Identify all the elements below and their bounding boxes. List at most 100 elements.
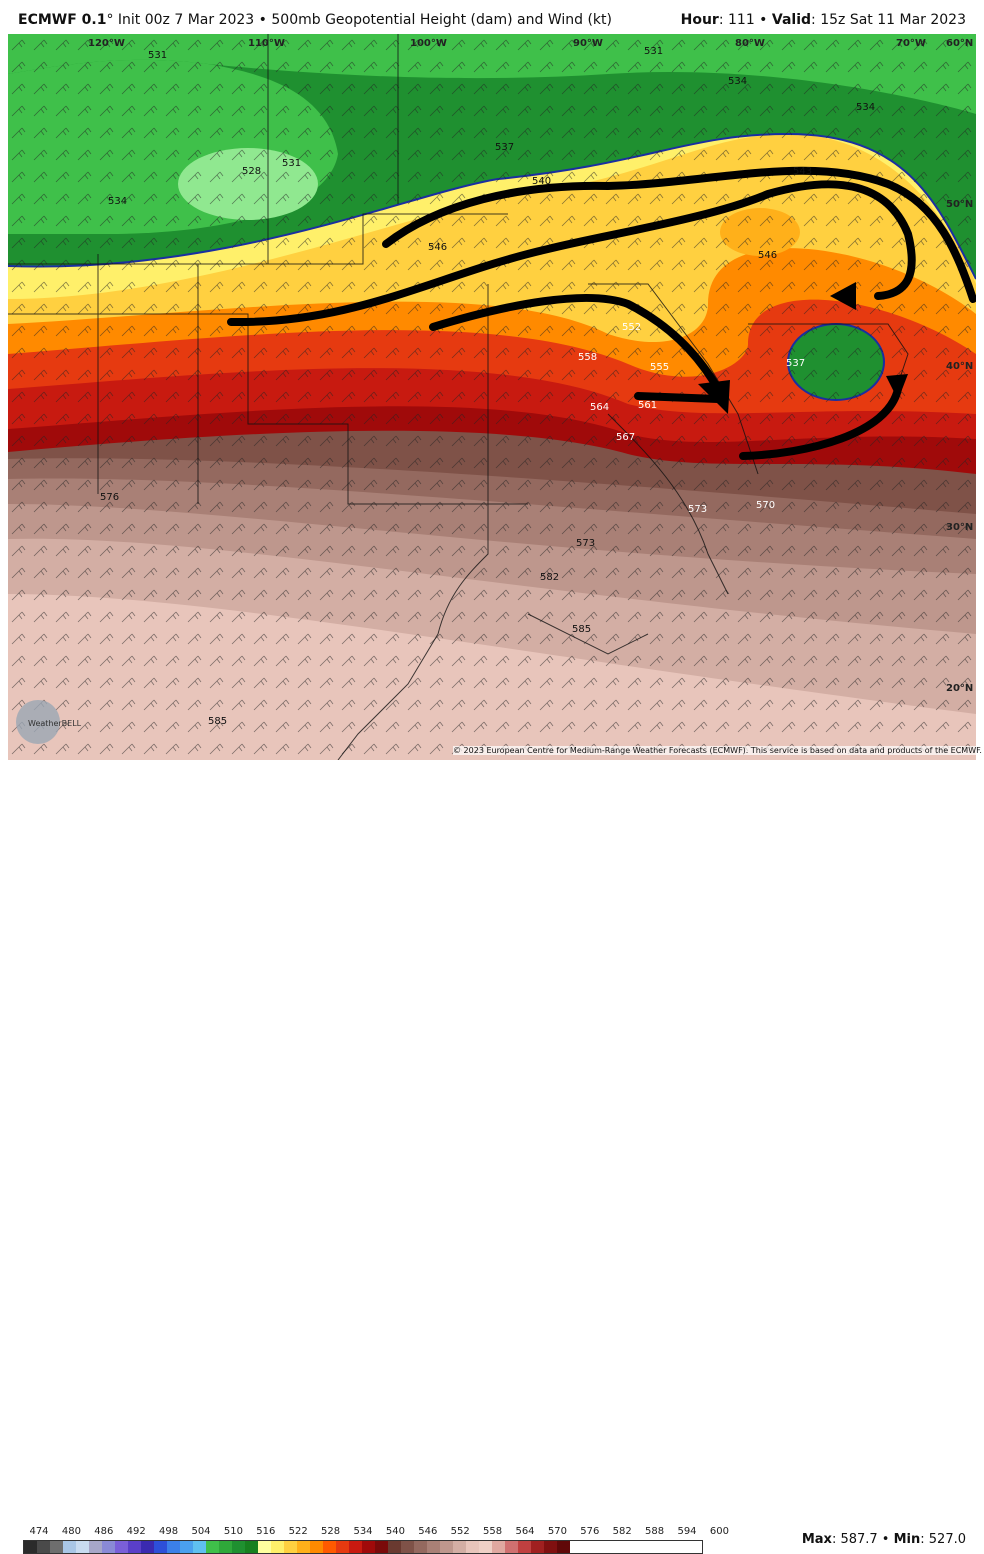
lat-label-60n: 60°N: [946, 38, 973, 49]
legend-swatch: [24, 1541, 37, 1553]
legend-tick-label: 576: [580, 1526, 600, 1537]
contour-label: 552: [622, 322, 641, 333]
legend-tick-label: 540: [385, 1526, 405, 1537]
contour-label: 576: [100, 492, 119, 503]
legend-swatch: [401, 1541, 414, 1553]
lon-label-120w: 120°W: [88, 38, 125, 49]
min-label: Min: [893, 1532, 921, 1547]
contour-label: 531: [644, 46, 663, 57]
legend-swatch: [102, 1541, 115, 1553]
legend-swatch: [466, 1541, 479, 1553]
legend-swatch: [258, 1541, 271, 1553]
product-title: ECMWF 0.1° Init 00z 7 Mar 2023 • 500mb G…: [18, 12, 612, 28]
lat-label-50n: 50°N: [946, 199, 973, 210]
legend-tick-label: 552: [450, 1526, 470, 1537]
contour-label: 573: [688, 504, 707, 515]
lon-label-80w: 80°W: [735, 38, 765, 49]
legend-tick-label: 510: [223, 1526, 243, 1537]
legend-swatch: [50, 1541, 63, 1553]
stats-separator: •: [877, 1532, 894, 1547]
legend-tick-label: 600: [709, 1526, 729, 1537]
footer-bar: 474 480 486 492 498 504 510 516 522 528 534 540 546 5…: [0, 760, 984, 1554]
legend-swatch: [128, 1541, 141, 1553]
init-time: Init 00z 7 Mar 2023: [113, 12, 255, 28]
legend-tick-label: 594: [677, 1526, 697, 1537]
flow-arrows: [227, 166, 977, 460]
legend-tick-label: 528: [321, 1526, 341, 1537]
legend-tick-label: 516: [256, 1526, 276, 1537]
legend-swatch: [154, 1541, 167, 1553]
max-value: : 587.7: [831, 1532, 878, 1547]
legend-tick-label: 492: [126, 1526, 146, 1537]
valid-value: : 15z Sat 11 Mar 2023: [811, 12, 966, 28]
contour-label: 531: [148, 50, 167, 61]
legend-swatch: [440, 1541, 453, 1553]
legend-swatch: [531, 1541, 544, 1553]
legend-swatch: [180, 1541, 193, 1553]
legend-tick-label: 486: [94, 1526, 114, 1537]
legend-swatch: [518, 1541, 531, 1553]
graticule-labels: 120°W 110°W 100°W 90°W 80°W 70°W 60°N 50…: [88, 38, 973, 694]
contour-label: 534: [728, 76, 747, 87]
legend-tick-label: 534: [353, 1526, 373, 1537]
legend-tick-label: 558: [483, 1526, 503, 1537]
contour-label: 537: [495, 142, 514, 153]
legend-swatch: [336, 1541, 349, 1553]
arrow-heads: [698, 282, 908, 414]
legend-swatch: [492, 1541, 505, 1553]
valid-label: Valid: [771, 12, 812, 28]
contour-label: 585: [572, 624, 591, 635]
degree-symbol: °: [106, 12, 114, 28]
contour-label: 537: [786, 358, 805, 369]
lat-label-20n: 20°N: [946, 683, 973, 694]
legend-swatch: [206, 1541, 219, 1553]
legend-tick-label: 588: [645, 1526, 665, 1537]
legend-swatch: [232, 1541, 245, 1553]
contour-label: 570: [756, 500, 775, 511]
legend-swatch: [388, 1541, 401, 1553]
contour-label: 546: [428, 242, 447, 253]
contour-label: 531: [282, 158, 301, 169]
legend-swatch: [544, 1541, 557, 1553]
legend-tick-label: 546: [418, 1526, 438, 1537]
contour-label: 561: [638, 400, 657, 411]
contour-label: 558: [578, 352, 597, 363]
weatherbell-logo: WeatherBELL: [16, 700, 82, 744]
contour-label: 534: [856, 102, 875, 113]
legend-swatch: [375, 1541, 388, 1553]
legend-swatch: [76, 1541, 89, 1553]
legend-swatch: [479, 1541, 492, 1553]
min-value: : 527.0: [920, 1532, 966, 1547]
valid-separator: •: [754, 12, 772, 28]
legend-swatch: [323, 1541, 336, 1553]
contour-label: 585: [208, 716, 227, 727]
contour-label: 573: [576, 538, 595, 549]
legend-swatch: [115, 1541, 128, 1553]
max-label: Max: [801, 1532, 832, 1547]
valid-info: Hour: 111 • Valid: 15z Sat 11 Mar 2023: [681, 12, 966, 28]
legend-tick-label: 570: [547, 1526, 567, 1537]
min-max-stats: Max: 587.7 • Min: 527.0: [802, 1532, 966, 1547]
contour-label: 582: [540, 572, 559, 583]
legend-swatch: [193, 1541, 206, 1553]
legend-swatch: [167, 1541, 180, 1553]
legend-swatch: [414, 1541, 427, 1553]
legend-tick-label: 582: [612, 1526, 632, 1537]
legend-swatch: [245, 1541, 258, 1553]
legend-swatch: [284, 1541, 297, 1553]
lon-label-100w: 100°W: [410, 38, 447, 49]
legend-swatch: [362, 1541, 375, 1553]
wind-barbs: [8, 34, 976, 760]
contour-label: 567: [616, 432, 635, 443]
title-separator: •: [254, 12, 272, 28]
hour-label: Hour: [680, 12, 719, 28]
lat-label-40n: 40°N: [946, 361, 973, 372]
copyright-notice: © 2023 European Centre for Medium-Range …: [453, 746, 982, 755]
lon-label-110w: 110°W: [248, 38, 285, 49]
contour-label: 564: [590, 402, 609, 413]
legend-swatch: [505, 1541, 518, 1553]
legend-colorbar: [23, 1540, 703, 1554]
model-name: ECMWF 0.1: [18, 12, 107, 28]
legend-tick-label: 564: [515, 1526, 535, 1537]
legend-swatch: [310, 1541, 323, 1553]
